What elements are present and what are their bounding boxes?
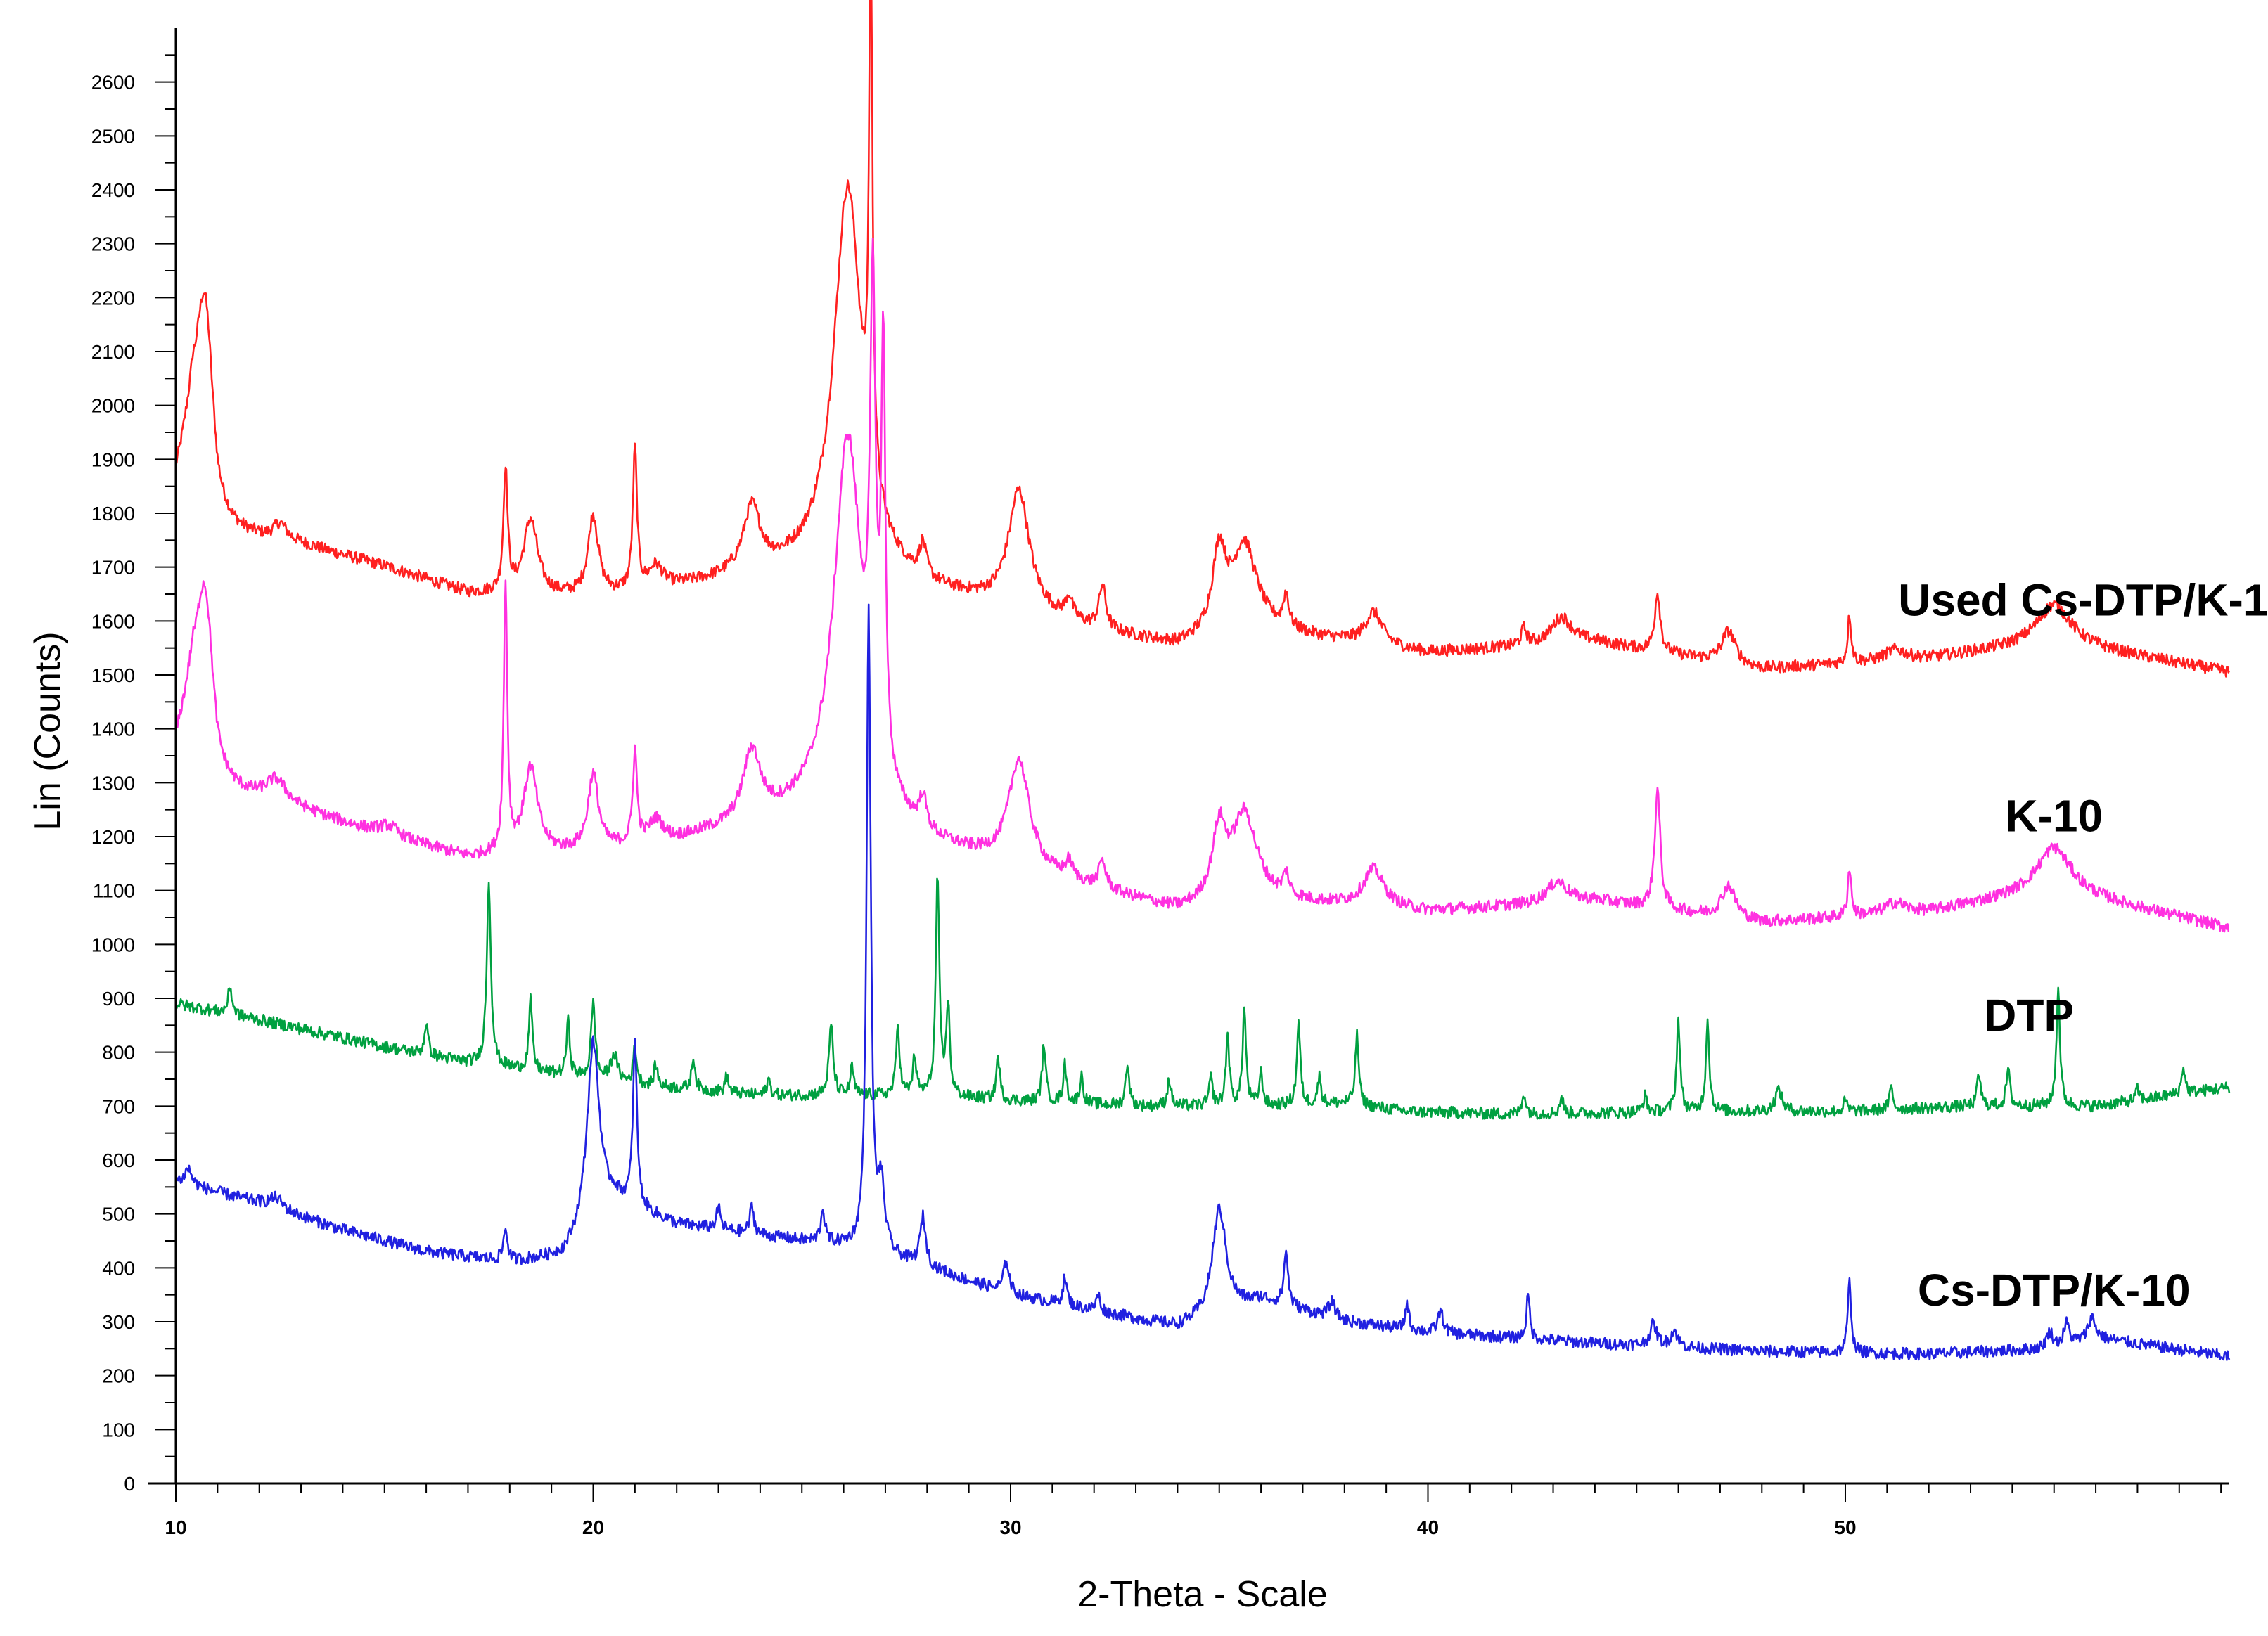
y-tick-label: 200 [102,1365,135,1387]
y-tick-label: 2000 [91,395,135,417]
x-tick-label: 30 [999,1516,1021,1538]
y-tick-label: 2500 [91,125,135,147]
series-label-3: Cs-DTP/K-10 [1918,1265,2191,1315]
y-tick-label: 1400 [91,719,135,740]
y-tick-label: 100 [102,1419,135,1441]
y-tick-label: 2100 [91,341,135,363]
axes-layer: 0 100 200 300 400 500 600 700 800 900 1000 1100 1200… [91,28,2229,1538]
y-tick-label: 900 [102,988,135,1010]
x-axis-title: 2-Theta - Scale [1077,1574,1328,1615]
y-tick-label: 300 [102,1311,135,1333]
y-tick-label: 1600 [91,610,135,632]
y-tick-label: 600 [102,1149,135,1171]
series-layer [174,0,2231,1361]
y-tick-label: 700 [102,1095,135,1117]
y-axis-ticks: 0 100 200 300 400 500 600 700 800 900 1000 1100 1200… [91,54,176,1495]
y-tick-label: 500 [102,1204,135,1225]
y-tick-label: 400 [102,1257,135,1279]
series-line-2 [174,877,2231,1120]
y-tick-label: 0 [124,1473,135,1495]
x-tick-label: 40 [1417,1516,1439,1538]
series-line-3 [174,603,2231,1361]
y-tick-label: 1200 [91,826,135,848]
series-label-1: K-10 [2005,790,2103,841]
x-tick-label: 10 [165,1516,186,1538]
x-tick-label: 20 [582,1516,604,1538]
y-tick-label: 2400 [91,179,135,201]
series-label-2: DTP [1984,990,2074,1041]
y-tick-label: 1700 [91,557,135,579]
y-tick-label: 2300 [91,233,135,255]
series-label-0: Used Cs-DTP/K-10 [1898,575,2268,626]
y-tick-label: 1300 [91,772,135,794]
y-axis-title: Lin (Counts) [27,631,68,830]
y-tick-label: 1500 [91,664,135,686]
y-tick-label: 800 [102,1042,135,1064]
y-tick-label: 1800 [91,503,135,524]
x-axis-ticks: 10 20 30 40 50 [165,1483,2222,1538]
y-tick-label: 2600 [91,72,135,94]
y-tick-label: 2200 [91,287,135,309]
series-line-0 [175,0,2231,678]
y-tick-label: 1100 [93,880,135,902]
y-tick-label: 1900 [91,449,135,470]
series-labels: Used Cs-DTP/K-10 K-10 DTP Cs-DTP/K-10 [1898,575,2268,1315]
x-tick-label: 50 [1834,1516,1856,1538]
series-line-1 [174,237,2230,933]
y-tick-label: 1000 [91,934,135,955]
